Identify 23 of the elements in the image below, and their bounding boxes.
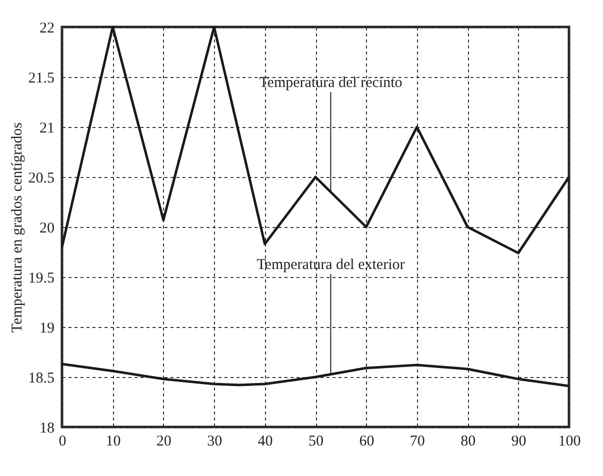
y-tick-label: 19.5: [28, 270, 54, 286]
annotation: Temperatura del recinto: [259, 75, 402, 91]
y-tick-label: 20: [40, 220, 54, 236]
x-tick-label: 70: [410, 434, 425, 450]
y-tick-label: 18.5: [28, 370, 54, 386]
x-tick-label: 90: [511, 434, 526, 450]
x-tick-label: 50: [308, 434, 324, 450]
y-tick-label: 20.5: [28, 170, 54, 186]
x-tick-label: 80: [460, 434, 476, 450]
y-tick-label: 21.5: [28, 70, 54, 86]
y-tick-label: 21: [40, 120, 54, 136]
x-tick-label: 60: [359, 434, 374, 450]
x-tick-label: 10: [106, 434, 121, 450]
x-tick-label: 40: [258, 434, 273, 450]
x-tick-label: 0: [58, 434, 66, 450]
y-tick-label: 18: [40, 420, 54, 436]
x-tick-label: 100: [558, 434, 581, 450]
y-tick-label: 22: [40, 20, 54, 36]
y-axis-title: Temperatura en grados centígrados: [9, 122, 26, 333]
x-tick-label: 20: [156, 434, 172, 450]
y-tick-label: 19: [40, 320, 54, 336]
x-tick-label: 30: [207, 434, 222, 450]
annotation: Temperatura del exterior: [256, 257, 405, 273]
